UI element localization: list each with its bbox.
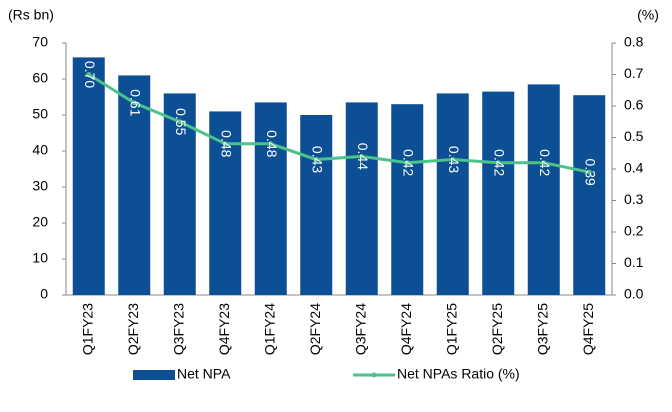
y-tick-label: 0 [40,286,48,302]
line-marker [86,72,92,77]
line-marker [313,157,319,163]
y-tick-label: 50 [32,106,48,122]
y2-axis-label: (%) [637,7,659,23]
y2-tick-label: 0.7 [624,65,644,81]
y-tick-label: 20 [32,214,48,230]
data-label: 0.44 [355,143,371,170]
y2-tick-label: 0.1 [624,254,644,270]
y2-tick-label: 0.8 [624,34,644,50]
x-tick-label: Q4FY23 [216,303,232,355]
y-tick-label: 30 [32,178,48,194]
line-marker [495,160,501,166]
line-marker [268,141,274,147]
bar [345,102,378,296]
bar [391,104,424,295]
x-tick-label: Q2FY25 [489,303,505,355]
line-marker [177,119,183,125]
x-tick-label: Q3FY25 [534,303,550,355]
line [87,73,590,174]
y2-tick-label: 0.4 [624,160,644,176]
bar [482,91,515,295]
data-label: 0.48 [219,130,235,157]
bar [72,57,105,296]
data-label: 0.43 [446,146,462,173]
data-label: 0.43 [310,146,326,173]
data-label: 0.42 [537,149,553,176]
bar [436,93,469,296]
y-tick-label: 10 [32,250,48,266]
line-marker [404,160,410,166]
x-tick-label: Q1FY24 [261,303,277,355]
bar [573,95,606,295]
y2-tick-label: 0.6 [624,97,644,113]
y2-tick-label: 0.0 [624,286,644,302]
x-tick-label: Q2FY24 [307,303,323,355]
line-marker [450,157,456,163]
y2-tick-label: 0.3 [624,191,644,207]
data-label: 0.42 [401,149,417,176]
data-label: 0.48 [264,130,280,157]
line-marker [131,100,137,106]
x-tick-label: Q1FY25 [443,303,459,355]
y-tick-label: 70 [32,34,48,50]
x-tick-label: Q4FY24 [398,303,414,355]
legend-label: Net NPAs Ratio (%) [397,366,520,382]
line-marker [541,160,547,166]
x-tick-label: Q3FY24 [352,303,368,355]
legend-label: Net NPA [177,366,231,382]
data-label: 0.61 [128,89,144,116]
data-label: 0.42 [492,149,508,176]
legend-marker [371,372,377,378]
data-label: 0.39 [583,159,599,186]
y2-tick-label: 0.2 [624,223,644,239]
bar [527,84,560,296]
y-axis-label: (Rs bn) [8,7,54,23]
x-tick-label: Q2FY23 [125,303,141,355]
x-tick-label: Q4FY25 [580,303,596,355]
bar [118,75,151,296]
bar [300,115,333,295]
x-tick-label: Q1FY23 [79,303,95,355]
bar [254,102,287,296]
data-label: 0.70 [82,61,98,88]
data-label: 0.55 [173,108,189,135]
y-tick-label: 60 [32,70,48,86]
line-marker [222,141,228,147]
y-tick-label: 40 [32,142,48,158]
line-marker [359,153,365,159]
y2-tick-label: 0.5 [624,128,644,144]
x-tick-label: Q3FY23 [170,303,186,355]
legend-swatch [133,370,175,380]
line-marker [586,169,592,175]
